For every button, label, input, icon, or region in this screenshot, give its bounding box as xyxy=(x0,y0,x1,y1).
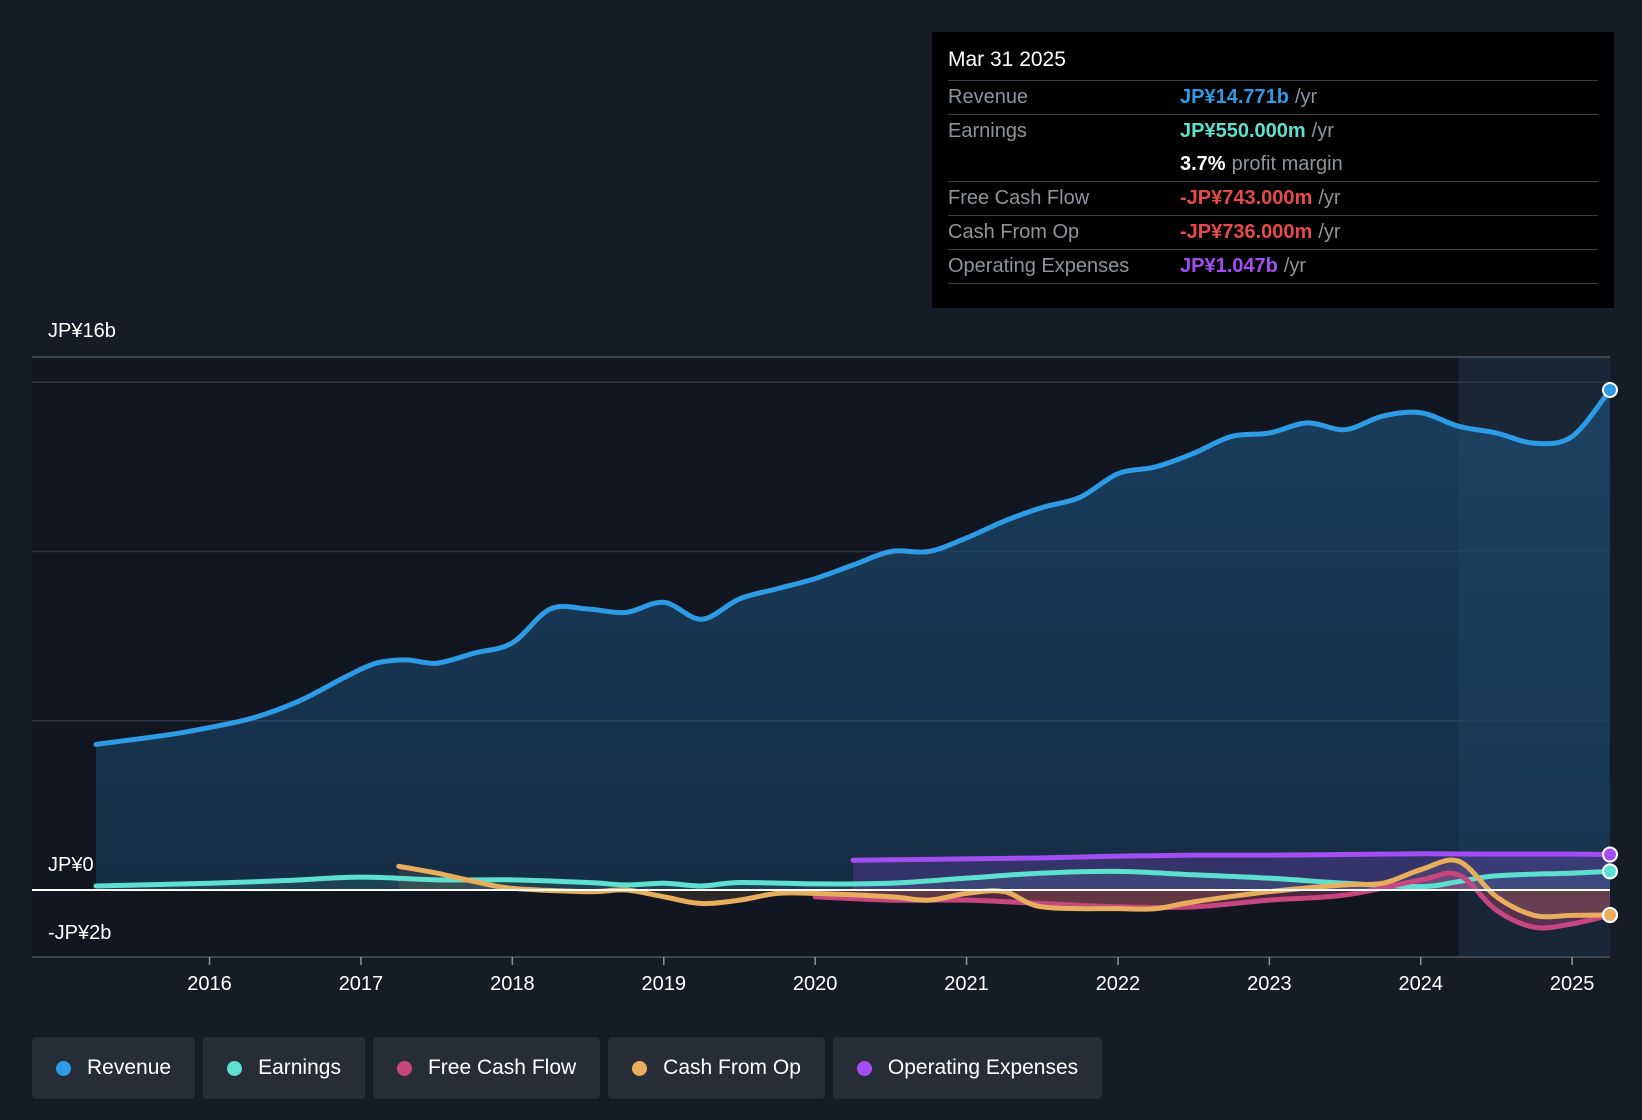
x-tick-label-2021: 2021 xyxy=(944,973,989,995)
x-tick-label-2018: 2018 xyxy=(490,973,535,995)
cash-from-op-end-marker xyxy=(1602,906,1618,923)
tooltip-row-earnings: Earnings JP¥550.000m /yr xyxy=(948,114,1598,148)
cash-from-op-dot-icon xyxy=(632,1060,648,1076)
y-axis-bottom-label: -JP¥2b xyxy=(48,922,112,944)
operating-expenses-line xyxy=(850,851,1613,863)
tooltip-row-operating-expenses: Operating Expenses JP¥1.047b /yr xyxy=(948,249,1598,284)
x-tick-label-2016: 2016 xyxy=(187,973,232,995)
y-axis-top-label: JP¥16b xyxy=(48,320,116,342)
tooltip-label: Cash From Op xyxy=(948,221,1080,243)
tooltip-value: JP¥550.000m xyxy=(1180,120,1306,142)
earnings-area xyxy=(96,871,1610,890)
series-lines xyxy=(32,387,1613,931)
tooltip-value: -JP¥736.000m xyxy=(1180,221,1313,243)
x-axis-ticks: 2016 2017 2018 2019 2020 2021 2022 2023 2024 2025 xyxy=(187,957,1594,995)
earnings-dot-icon xyxy=(227,1060,243,1076)
tooltip-unit: profit margin xyxy=(1231,153,1343,175)
legend-label: Operating Expenses xyxy=(887,1056,1079,1079)
tooltip-value: JP¥14.771b xyxy=(1180,86,1289,108)
tooltip-label: Free Cash Flow xyxy=(948,187,1090,209)
earnings-end-marker xyxy=(1602,863,1618,880)
tooltip-panel: Mar 31 2025 Revenue JP¥14.771b /yr Earni… xyxy=(932,32,1614,308)
tooltip-row-revenue: Revenue JP¥14.771b /yr xyxy=(948,80,1598,114)
tooltip-row-cash-from-op: Cash From Op -JP¥736.000m /yr xyxy=(948,215,1598,249)
x-tick-label-2019: 2019 xyxy=(642,973,687,995)
x-tick-label-2025: 2025 xyxy=(1550,973,1595,995)
revenue-line xyxy=(93,387,1613,747)
tooltip-value: -JP¥743.000m xyxy=(1180,187,1313,209)
legend-item-cash-from-op[interactable]: Cash From Op xyxy=(608,1037,825,1099)
legend: Revenue Earnings Free Cash Flow Cash Fro… xyxy=(32,1037,1103,1099)
revenue-dot-icon xyxy=(56,1060,71,1076)
free-cash-flow-line xyxy=(812,870,1613,931)
tooltip-unit: /yr xyxy=(1318,187,1341,209)
legend-item-operating-expenses[interactable]: Operating Expenses xyxy=(832,1037,1103,1099)
earnings-line xyxy=(93,868,1613,890)
legend-item-revenue[interactable]: Revenue xyxy=(32,1037,196,1099)
tooltip-unit: /yr xyxy=(1311,120,1334,142)
tooltip-value: 3.7% xyxy=(1180,153,1226,175)
tooltip-unit: /yr xyxy=(1318,221,1341,243)
legend-label: Free Cash Flow xyxy=(427,1056,577,1079)
x-tick-label-2022: 2022 xyxy=(1096,973,1141,995)
end-markers xyxy=(1602,382,1618,924)
x-tick-label-2024: 2024 xyxy=(1399,973,1444,995)
legend-label: Revenue xyxy=(87,1056,172,1079)
tooltip-row-free-cash-flow: Free Cash Flow -JP¥743.000m /yr xyxy=(948,181,1598,215)
x-tick-label-2020: 2020 xyxy=(793,973,838,995)
revenue-end-marker xyxy=(1602,382,1618,398)
tooltip-row-profit-margin: 3.7% profit margin xyxy=(948,148,1598,181)
tooltip-label: Earnings xyxy=(948,120,1027,142)
free-cash-flow-dot-icon xyxy=(396,1060,412,1076)
tooltip-label: Operating Expenses xyxy=(948,255,1130,277)
legend-label: Cash From Op xyxy=(663,1056,801,1079)
tooltip-date: Mar 31 2025 xyxy=(948,48,1066,71)
tooltip-unit: /yr xyxy=(1294,86,1318,108)
y-axis-zero-label: JP¥0 xyxy=(48,854,94,876)
legend-item-earnings[interactable]: Earnings xyxy=(203,1037,365,1099)
legend-item-free-cash-flow[interactable]: Free Cash Flow xyxy=(372,1037,601,1099)
revenue-area xyxy=(96,390,1610,890)
tooltip-value: JP¥1.047b xyxy=(1180,255,1278,277)
chart-area: 2016 2017 2018 2019 2020 2021 2022 2023 2024 2025 xyxy=(32,356,1618,995)
tooltip-unit: /yr xyxy=(1283,255,1307,277)
legend-label: Earnings xyxy=(258,1056,341,1079)
operating-expenses-end-marker xyxy=(1602,846,1618,863)
operating-expenses-dot-icon xyxy=(856,1060,872,1076)
x-tick-label-2017: 2017 xyxy=(339,973,384,995)
tooltip-label: Revenue xyxy=(948,86,1029,108)
x-tick-label-2023: 2023 xyxy=(1247,973,1292,995)
